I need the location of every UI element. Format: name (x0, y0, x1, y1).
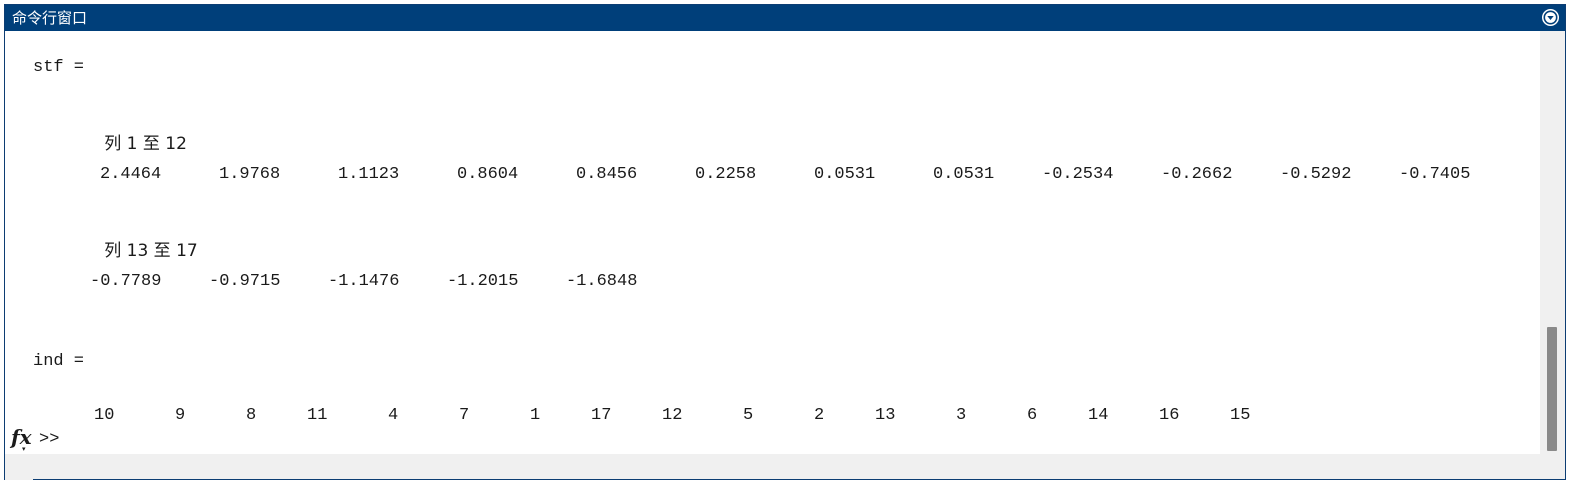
stf-value: -1.2015 (447, 272, 519, 291)
stf-value: -0.7789 (90, 272, 162, 291)
stf-row-2: -0.7789 -0.9715 -1.1476 -1.2015 -1.6848 (33, 271, 1533, 293)
output-area: stf = 列 1 至 12 2.4464 1.9768 1.1123 0.8604 0… (5, 31, 1540, 454)
stf-value: 2.4464 (100, 165, 162, 184)
stf-header: stf = (33, 58, 85, 77)
stf-value: -1.6848 (566, 272, 638, 291)
title-bar: 命令行窗口 (5, 5, 1565, 31)
column-range-label: 列 13 至 17 (104, 241, 198, 261)
ind-header: ind = (33, 352, 85, 371)
ind-value: 3 (956, 406, 967, 425)
ind-value: 12 (662, 406, 683, 425)
ind-value: 7 (459, 406, 470, 425)
ind-value: 15 (1230, 406, 1251, 425)
ind-value: 4 (388, 406, 399, 425)
ind-value: 2 (814, 406, 825, 425)
window-title: 命令行窗口 (12, 9, 88, 27)
stf-value: -1.1476 (328, 272, 400, 291)
function-browser-icon[interactable]: fx (11, 425, 32, 449)
column-range-label: 列 1 至 12 (104, 134, 187, 154)
ind-value: 11 (307, 406, 328, 425)
stf-value: -0.7405 (1399, 165, 1471, 184)
stf-value: -0.2662 (1161, 165, 1233, 184)
ind-value: 14 (1088, 406, 1109, 425)
stf-value: 1.1123 (338, 165, 400, 184)
command-input[interactable] (67, 429, 1527, 451)
stf-value: 0.8604 (457, 165, 519, 184)
stf-value: -0.5292 (1280, 165, 1352, 184)
ind-row: 10 9 8 11 4 7 1 17 12 5 2 13 3 6 14 16 15 (33, 405, 1533, 427)
stf-value: -0.9715 (209, 272, 281, 291)
stf-row-1: 2.4464 1.9768 1.1123 0.8604 0.8456 0.2258 0.05… (33, 164, 1533, 186)
stf-value: 1.9768 (219, 165, 281, 184)
vertical-scrollbar[interactable] (1540, 31, 1565, 479)
ind-value: 5 (743, 406, 754, 425)
output-text: stf = 列 1 至 12 2.4464 1.9768 1.1123 0.8604 0… (33, 31, 1540, 454)
command-window: 命令行窗口 stf = 列 1 至 12 2.4464 1.9768 1.1123 0… (4, 4, 1566, 480)
ind-value: 10 (94, 406, 115, 425)
ind-value: 13 (875, 406, 896, 425)
stf-value: 0.2258 (695, 165, 757, 184)
fx-dropdown-arrow-icon: ▾ (22, 445, 26, 453)
stf-block2-label: 列 13 至 17 (61, 218, 197, 261)
ind-value: 17 (591, 406, 612, 425)
ind-value: 8 (246, 406, 257, 425)
command-prompt: >> (39, 430, 60, 449)
stf-value: 0.0531 (933, 165, 995, 184)
ind-value: 16 (1159, 406, 1180, 425)
stf-value: 0.8456 (576, 165, 638, 184)
ind-value: 1 (530, 406, 541, 425)
window-actions-button[interactable] (1542, 9, 1559, 26)
ind-value: 6 (1027, 406, 1038, 425)
stf-value: 0.0531 (814, 165, 876, 184)
circle-chevron-down-icon (1543, 10, 1558, 25)
stf-value: -0.2534 (1042, 165, 1114, 184)
stf-block1-label: 列 1 至 12 (61, 111, 187, 154)
ind-value: 9 (175, 406, 186, 425)
scrollbar-thumb[interactable] (1547, 327, 1557, 451)
